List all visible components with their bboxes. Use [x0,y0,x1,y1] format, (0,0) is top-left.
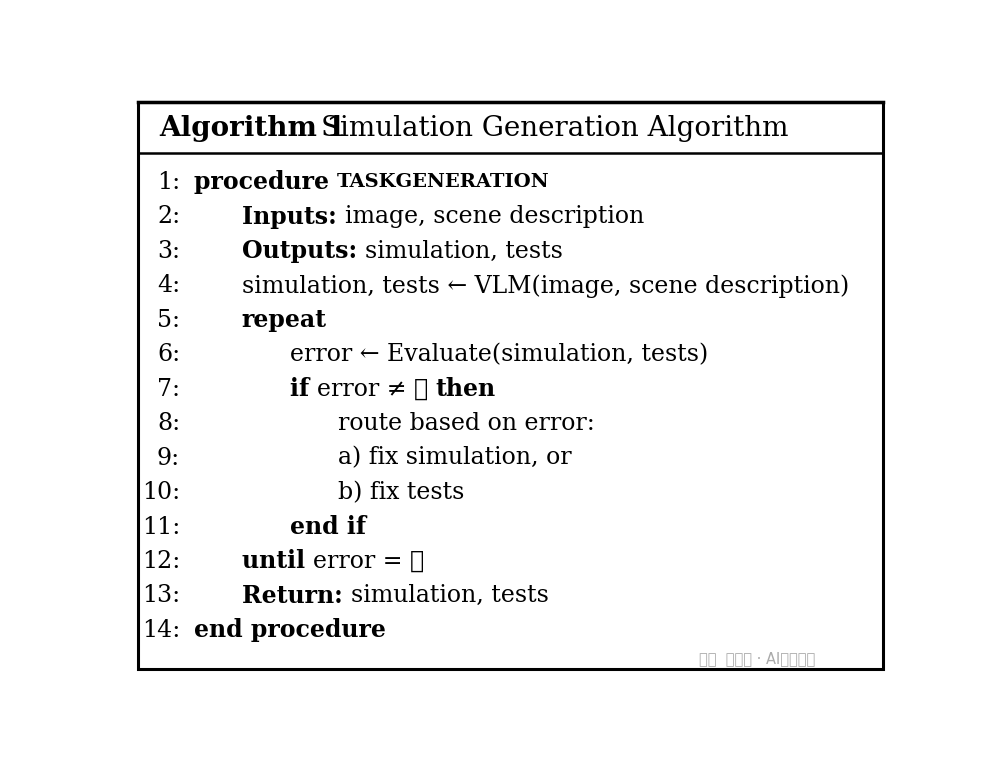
Text: simulation, tests: simulation, tests [351,584,549,607]
Text: if: if [290,377,317,401]
Text: 5:: 5: [157,309,180,332]
Text: 14:: 14: [141,619,180,642]
Text: 3:: 3: [157,240,180,263]
Text: Return:: Return: [242,584,351,608]
Text: simulation, tests: simulation, tests [366,240,563,263]
Text: 7:: 7: [157,377,180,400]
Text: 13:: 13: [142,584,180,607]
Text: TASKGENERATION: TASKGENERATION [338,173,550,192]
Text: 6:: 6: [157,343,180,366]
Text: until: until [242,549,313,574]
Text: a) fix simulation, or: a) fix simulation, or [338,447,571,470]
Text: 10:: 10: [142,481,180,504]
Text: 12:: 12: [141,550,180,573]
Text: Inputs:: Inputs: [242,205,345,229]
Text: 微信  公众号 · AI生成未来: 微信 公众号 · AI生成未来 [699,651,816,666]
Text: procedure: procedure [194,170,338,195]
Text: simulation, tests ← VLM(image, scene description): simulation, tests ← VLM(image, scene des… [242,274,849,298]
Text: 9:: 9: [157,447,180,470]
Text: 4:: 4: [157,274,180,297]
Text: 11:: 11: [141,516,180,539]
Text: then: then [435,377,496,401]
Text: 1:: 1: [157,171,180,194]
Text: b) fix tests: b) fix tests [338,481,464,504]
Text: Algorithm 1: Algorithm 1 [159,115,347,142]
Text: error = ∅: error = ∅ [313,550,424,573]
Text: Simulation Generation Algorithm: Simulation Generation Algorithm [322,115,789,142]
Text: end procedure: end procedure [194,618,385,643]
Text: Outputs:: Outputs: [242,239,366,264]
Text: 2:: 2: [157,206,180,228]
Text: end if: end if [290,515,366,539]
Text: error ≠ ∅: error ≠ ∅ [317,377,435,400]
Text: route based on error:: route based on error: [338,412,595,435]
Text: 8:: 8: [157,412,180,435]
Text: image, scene description: image, scene description [345,206,644,228]
Text: repeat: repeat [242,308,327,332]
Text: error ← Evaluate(simulation, tests): error ← Evaluate(simulation, tests) [290,343,708,366]
